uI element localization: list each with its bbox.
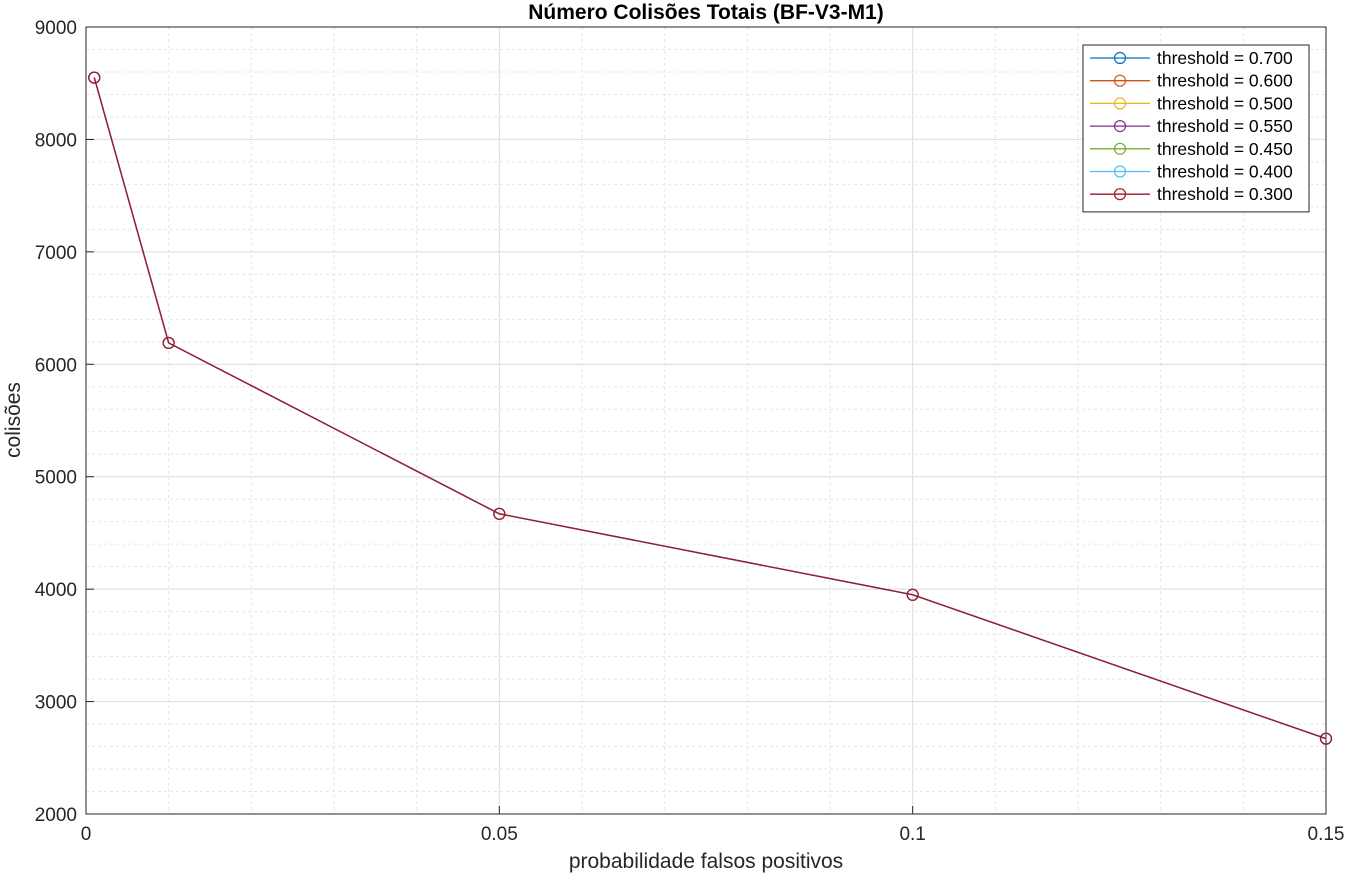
legend-item: threshold = 0.400 (1090, 162, 1293, 182)
legend-box (1082, 44, 1310, 213)
legend-item: threshold = 0.700 (1090, 48, 1293, 68)
y-tick-label: 6000 (35, 355, 77, 376)
legend-label: threshold = 0.550 (1157, 116, 1293, 136)
x-tick-label: 0 (81, 824, 92, 845)
legend-item: threshold = 0.500 (1090, 93, 1293, 113)
data-point-marker (906, 588, 919, 601)
y-tick-label: 4000 (35, 580, 77, 601)
x-tick-label: 0.05 (481, 824, 518, 845)
legend-label: threshold = 0.500 (1157, 93, 1293, 113)
y-tick-label: 3000 (35, 693, 77, 714)
chart-title: Número Colisões Totais (BF-V3-M1) (528, 1, 883, 24)
y-axis-label: colisões (2, 382, 25, 458)
legend-label: threshold = 0.600 (1157, 71, 1293, 91)
legend-item: threshold = 0.550 (1090, 116, 1293, 136)
plot-border (85, 26, 1327, 815)
legend-item: threshold = 0.600 (1090, 71, 1293, 91)
y-tick-label: 9000 (35, 18, 77, 39)
data-point-marker (1319, 732, 1333, 745)
y-tick-label: 7000 (35, 243, 77, 264)
series-layer (88, 71, 1333, 745)
legend-item: threshold = 0.450 (1090, 139, 1293, 159)
series-line (93, 77, 1327, 740)
legend-marker (1113, 119, 1127, 133)
x-tick-label: 0.15 (1308, 824, 1345, 845)
legend-marker (1113, 51, 1127, 65)
x-tick-label: 0.1 (899, 824, 925, 845)
legend-marker (1113, 74, 1127, 87)
legend-item: threshold = 0.300 (1090, 184, 1293, 204)
legend-marker (1113, 97, 1127, 110)
x-axis-ticks: 0 0.05 0.1 0.15 (81, 806, 1345, 845)
legend-marker (1113, 188, 1127, 201)
legend-marker (1113, 165, 1127, 178)
legend-marker (1113, 142, 1127, 155)
legend-label: threshold = 0.300 (1157, 184, 1293, 204)
y-tick-label: 5000 (35, 468, 77, 489)
series-7 (88, 71, 1333, 745)
data-point-marker (88, 71, 101, 84)
legend-label: threshold = 0.450 (1157, 139, 1293, 159)
y-tick-label: 8000 (35, 130, 77, 151)
data-point-marker (162, 336, 175, 350)
x-axis-label: probabilidade falsos positivos (569, 850, 843, 873)
data-point-marker (493, 507, 506, 520)
legend-label: threshold = 0.400 (1157, 162, 1293, 182)
y-tick-label: 2000 (35, 805, 77, 826)
legend-label: threshold = 0.700 (1157, 48, 1293, 68)
y-axis-ticks: 2000 3000 4000 5000 6000 7000 8000 9000 (35, 18, 94, 826)
